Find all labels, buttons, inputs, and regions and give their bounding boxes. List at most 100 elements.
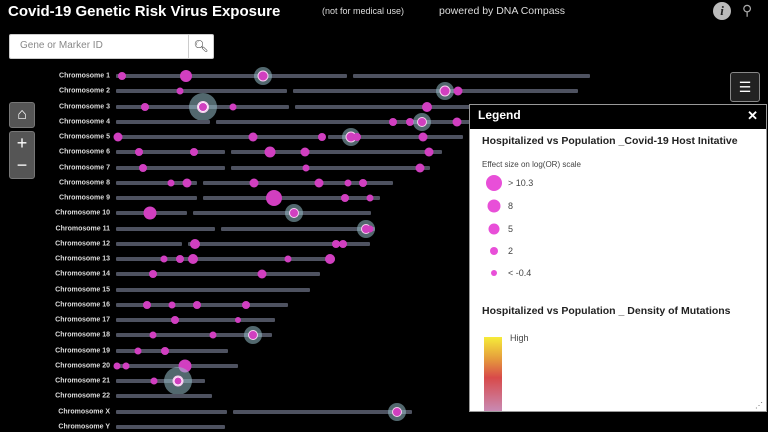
marker-dot[interactable] xyxy=(182,178,192,188)
marker-dot[interactable] xyxy=(122,362,130,370)
marker-dot[interactable] xyxy=(190,148,198,157)
marker-dot[interactable] xyxy=(235,317,241,324)
marker-dot[interactable] xyxy=(172,375,184,387)
marker-dot[interactable] xyxy=(353,133,361,142)
marker-dot[interactable] xyxy=(284,255,292,263)
marker-dot[interactable] xyxy=(229,103,237,111)
marker-dot[interactable] xyxy=(248,330,258,341)
marker-dot[interactable] xyxy=(422,101,432,112)
marker-dot[interactable] xyxy=(257,269,267,279)
marker-dot[interactable] xyxy=(113,362,121,370)
marker-dot[interactable] xyxy=(167,179,175,187)
marker-dot[interactable] xyxy=(452,117,462,127)
chromosome-bar[interactable] xyxy=(116,196,197,201)
marker-dot[interactable] xyxy=(180,70,192,82)
marker-dot[interactable] xyxy=(289,208,299,219)
chromosome-bar[interactable] xyxy=(233,409,412,414)
marker-dot[interactable] xyxy=(209,331,217,339)
chromosome-bar[interactable] xyxy=(116,394,212,399)
chromosome-bar[interactable] xyxy=(116,318,275,323)
marker-dot[interactable] xyxy=(302,164,310,172)
marker-dot[interactable] xyxy=(257,70,269,82)
chromosome-bar[interactable] xyxy=(116,424,225,429)
marker-dot[interactable] xyxy=(318,133,326,142)
chromosome-bar[interactable] xyxy=(116,409,227,414)
marker-dot[interactable] xyxy=(264,146,276,158)
marker-dot[interactable] xyxy=(392,406,402,417)
marker-dot[interactable] xyxy=(197,100,209,113)
chromosome-bar[interactable] xyxy=(203,180,393,185)
chromosome-bar[interactable] xyxy=(116,119,210,124)
marker-dot[interactable] xyxy=(406,117,414,126)
marker-dot[interactable] xyxy=(149,270,157,279)
zoom-out-button[interactable]: − xyxy=(16,155,28,175)
marker-dot[interactable] xyxy=(418,132,428,142)
chromosome-bar[interactable] xyxy=(353,74,590,78)
chromosome-bar[interactable] xyxy=(116,257,335,262)
legend-toggle-button[interactable]: ☰ xyxy=(730,72,760,102)
marker-dot[interactable] xyxy=(176,87,184,95)
marker-dot[interactable] xyxy=(366,194,374,202)
chromosome-bar[interactable] xyxy=(116,180,197,185)
marker-dot[interactable] xyxy=(143,206,157,220)
marker-dot[interactable] xyxy=(143,300,151,309)
marker-dot[interactable] xyxy=(417,116,427,127)
chromosome-bar[interactable] xyxy=(188,241,370,246)
chromosome-bar[interactable] xyxy=(203,196,380,201)
resize-handle[interactable]: ⋰ xyxy=(755,401,763,410)
close-icon[interactable]: ✕ xyxy=(747,108,758,123)
chromosome-bar[interactable] xyxy=(295,104,600,109)
marker-dot[interactable] xyxy=(139,163,147,172)
marker-dot[interactable] xyxy=(171,316,179,325)
marker-dot[interactable] xyxy=(453,86,463,96)
chromosome-bar[interactable] xyxy=(116,241,182,246)
chromosome-bar[interactable] xyxy=(116,74,347,78)
marker-dot[interactable] xyxy=(266,190,282,207)
marker-dot[interactable] xyxy=(118,72,126,80)
marker-dot[interactable] xyxy=(300,147,310,157)
marker-dot[interactable] xyxy=(248,132,258,142)
chromosome-bar[interactable] xyxy=(116,287,310,292)
chromosome-bar[interactable] xyxy=(116,89,287,94)
chromosome-bar[interactable] xyxy=(221,226,375,231)
marker-dot[interactable] xyxy=(134,347,142,355)
marker-dot[interactable] xyxy=(325,254,335,265)
info-icon[interactable]: i xyxy=(713,2,731,20)
marker-dot[interactable] xyxy=(160,255,168,263)
marker-dot[interactable] xyxy=(141,102,149,111)
home-button[interactable]: ⌂ xyxy=(9,102,35,128)
marker-dot[interactable] xyxy=(314,178,324,188)
marker-dot[interactable] xyxy=(389,117,397,126)
marker-dot[interactable] xyxy=(341,194,349,203)
marker-dot[interactable] xyxy=(188,254,198,265)
marker-dot[interactable] xyxy=(242,300,250,309)
search-button[interactable]: 🔍︎ xyxy=(188,35,213,58)
marker-dot[interactable] xyxy=(176,255,184,264)
marker-dot[interactable] xyxy=(161,346,169,355)
chromosome-bar[interactable] xyxy=(116,363,238,368)
chromosome-bar[interactable] xyxy=(193,211,371,216)
marker-dot[interactable] xyxy=(332,239,340,248)
chromosome-bar[interactable] xyxy=(293,89,578,94)
marker-dot[interactable] xyxy=(190,238,200,249)
chromosome-bar[interactable] xyxy=(116,302,288,307)
chromosome-bar[interactable] xyxy=(116,379,205,384)
marker-dot[interactable] xyxy=(359,178,367,187)
marker-dot[interactable] xyxy=(168,301,176,309)
chromosome-bar[interactable] xyxy=(116,165,225,170)
marker-dot[interactable] xyxy=(113,132,123,142)
chromosome-bar[interactable] xyxy=(116,333,272,338)
marker-dot[interactable] xyxy=(415,163,425,173)
marker-dot[interactable] xyxy=(339,239,347,248)
chromosome-bar[interactable] xyxy=(116,150,225,155)
marker-dot[interactable] xyxy=(249,178,259,188)
marker-dot[interactable] xyxy=(135,148,143,157)
marker-dot[interactable] xyxy=(344,179,352,187)
marker-dot[interactable] xyxy=(424,147,434,157)
chromosome-bar[interactable] xyxy=(116,272,320,277)
zoom-in-button[interactable]: + xyxy=(16,133,28,153)
chromosome-bar[interactable] xyxy=(116,226,215,231)
chromosome-bar[interactable] xyxy=(231,150,442,155)
chromosome-bar[interactable] xyxy=(116,135,322,140)
search-input[interactable] xyxy=(18,39,187,52)
